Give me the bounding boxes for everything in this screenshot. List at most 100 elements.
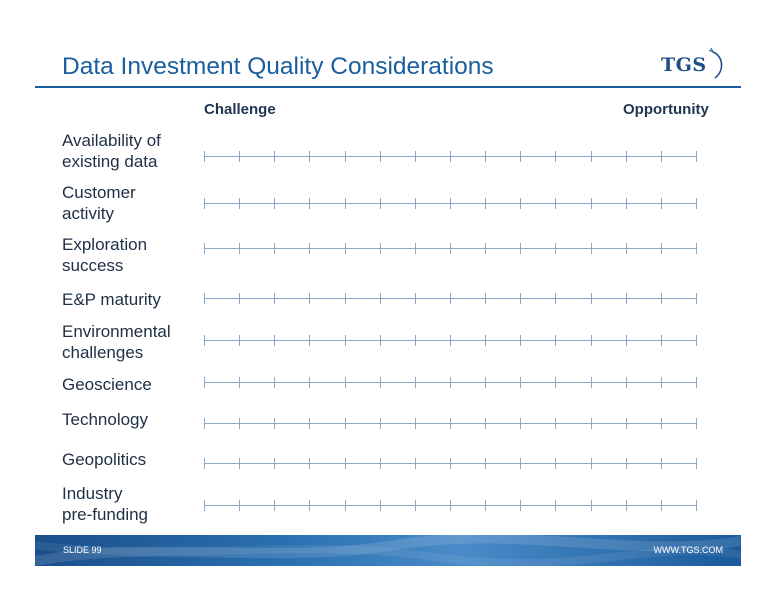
scale-tick[interactable] (379, 293, 381, 304)
scale-tick[interactable] (696, 151, 697, 162)
scale-tick[interactable] (379, 458, 381, 469)
scale-tick[interactable] (274, 335, 276, 346)
scale-tick[interactable] (414, 243, 416, 254)
scale-tick[interactable] (660, 293, 662, 304)
scale-tick[interactable] (379, 198, 381, 209)
scale-tick[interactable] (239, 198, 241, 209)
scale-tick[interactable] (379, 335, 381, 346)
scale-tick[interactable] (309, 500, 311, 511)
scale-tick[interactable] (414, 458, 416, 469)
scale-tick[interactable] (660, 151, 662, 162)
scale-tick[interactable] (309, 335, 311, 346)
scale-tick[interactable] (450, 500, 451, 511)
scale-tick[interactable] (344, 243, 346, 254)
scale-tick[interactable] (520, 335, 522, 346)
scale-tick[interactable] (450, 151, 451, 162)
scale-tick[interactable] (379, 500, 381, 511)
scale-tick[interactable] (696, 418, 697, 429)
scale-tick[interactable] (555, 377, 557, 388)
scale-tick[interactable] (450, 335, 451, 346)
scale-tick[interactable] (590, 500, 592, 511)
scale-tick[interactable] (590, 458, 592, 469)
scale-tick[interactable] (555, 151, 557, 162)
scale-tick[interactable] (660, 335, 662, 346)
scale-tick[interactable] (520, 377, 522, 388)
scale-tick[interactable] (590, 418, 592, 429)
scale-tick[interactable] (414, 198, 416, 209)
scale-tick[interactable] (309, 198, 311, 209)
scale-tick[interactable] (520, 293, 522, 304)
scale-tick[interactable] (450, 458, 451, 469)
scale-tick[interactable] (450, 377, 451, 388)
scale-tick[interactable] (239, 418, 241, 429)
rating-scale[interactable] (200, 416, 700, 432)
scale-tick[interactable] (274, 151, 276, 162)
scale-tick[interactable] (239, 377, 241, 388)
scale-tick[interactable] (625, 500, 627, 511)
scale-tick[interactable] (344, 418, 346, 429)
scale-tick[interactable] (309, 293, 311, 304)
scale-tick[interactable] (660, 500, 662, 511)
scale-tick[interactable] (204, 377, 205, 388)
scale-tick[interactable] (379, 377, 381, 388)
scale-tick[interactable] (450, 198, 451, 209)
scale-tick[interactable] (204, 418, 205, 429)
scale-tick[interactable] (485, 335, 487, 346)
rating-scale[interactable] (200, 375, 700, 391)
scale-tick[interactable] (204, 293, 205, 304)
scale-tick[interactable] (520, 458, 522, 469)
scale-tick[interactable] (344, 151, 346, 162)
scale-tick[interactable] (344, 500, 346, 511)
scale-tick[interactable] (274, 418, 276, 429)
scale-tick[interactable] (379, 151, 381, 162)
scale-tick[interactable] (239, 335, 241, 346)
scale-tick[interactable] (414, 293, 416, 304)
scale-tick[interactable] (344, 335, 346, 346)
scale-tick[interactable] (274, 243, 276, 254)
scale-tick[interactable] (520, 243, 522, 254)
scale-tick[interactable] (309, 151, 311, 162)
scale-tick[interactable] (414, 335, 416, 346)
scale-tick[interactable] (625, 293, 627, 304)
rating-scale[interactable] (200, 241, 700, 257)
scale-tick[interactable] (204, 198, 205, 209)
scale-tick[interactable] (485, 418, 487, 429)
scale-tick[interactable] (204, 458, 205, 469)
scale-tick[interactable] (625, 151, 627, 162)
scale-tick[interactable] (590, 293, 592, 304)
scale-tick[interactable] (309, 458, 311, 469)
scale-tick[interactable] (344, 198, 346, 209)
scale-tick[interactable] (450, 293, 451, 304)
rating-scale[interactable] (200, 291, 700, 307)
scale-tick[interactable] (520, 151, 522, 162)
scale-tick[interactable] (625, 335, 627, 346)
scale-tick[interactable] (660, 458, 662, 469)
scale-tick[interactable] (239, 151, 241, 162)
scale-tick[interactable] (696, 500, 697, 511)
scale-tick[interactable] (520, 500, 522, 511)
scale-tick[interactable] (555, 418, 557, 429)
scale-tick[interactable] (344, 293, 346, 304)
scale-tick[interactable] (239, 458, 241, 469)
scale-tick[interactable] (485, 151, 487, 162)
scale-tick[interactable] (379, 418, 381, 429)
scale-tick[interactable] (485, 377, 487, 388)
scale-tick[interactable] (204, 500, 205, 511)
scale-tick[interactable] (520, 198, 522, 209)
scale-tick[interactable] (274, 500, 276, 511)
scale-tick[interactable] (274, 377, 276, 388)
scale-tick[interactable] (485, 243, 487, 254)
scale-tick[interactable] (590, 377, 592, 388)
scale-tick[interactable] (625, 198, 627, 209)
scale-tick[interactable] (555, 335, 557, 346)
scale-tick[interactable] (555, 243, 557, 254)
scale-tick[interactable] (660, 243, 662, 254)
scale-tick[interactable] (625, 418, 627, 429)
scale-tick[interactable] (590, 335, 592, 346)
scale-tick[interactable] (274, 198, 276, 209)
scale-tick[interactable] (309, 377, 311, 388)
scale-tick[interactable] (625, 377, 627, 388)
scale-tick[interactable] (485, 458, 487, 469)
scale-tick[interactable] (625, 243, 627, 254)
rating-scale[interactable] (200, 149, 700, 165)
